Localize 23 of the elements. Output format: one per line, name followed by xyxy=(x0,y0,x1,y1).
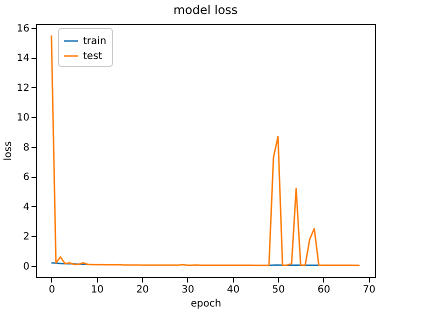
y-tick-label: 10 xyxy=(16,112,30,124)
x-tick-label: 50 xyxy=(272,284,285,296)
y-tick-label: 4 xyxy=(23,202,30,213)
y-tick-label: 8 xyxy=(23,142,30,154)
x-axis-title: epoch xyxy=(190,298,222,310)
x-tick-label: 70 xyxy=(362,284,376,296)
x-tick-label: 0 xyxy=(48,284,56,296)
x-tick-label: 60 xyxy=(317,284,330,296)
y-tick-label: 0 xyxy=(23,261,30,272)
line-series xyxy=(50,34,360,266)
y-axis-title: loss xyxy=(2,141,14,161)
x-tick-label: 10 xyxy=(90,284,104,296)
y-tick-label: 2 xyxy=(23,232,30,243)
y-tick-label: 6 xyxy=(23,172,30,184)
x-tick-label: 40 xyxy=(226,284,240,296)
y-tick-label: 14 xyxy=(16,53,30,64)
x-tick-label: 20 xyxy=(136,284,149,296)
x-tick-label: 30 xyxy=(182,284,194,296)
legend-label: train xyxy=(83,36,106,47)
y-tick-label: 12 xyxy=(16,82,30,94)
chart-title: model loss xyxy=(173,3,238,18)
legend-label: test xyxy=(83,51,102,62)
y-tick-label: 16 xyxy=(16,24,30,35)
